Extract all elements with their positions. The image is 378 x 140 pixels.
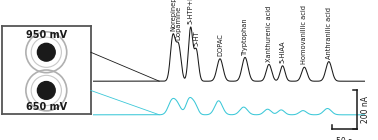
Text: 5-HT: 5-HT bbox=[193, 30, 199, 46]
Text: 200 nA: 200 nA bbox=[361, 96, 370, 123]
Text: 950 mV: 950 mV bbox=[26, 30, 67, 40]
Text: Anthranilic acid: Anthranilic acid bbox=[326, 7, 332, 59]
Text: Tryptophan: Tryptophan bbox=[242, 17, 248, 55]
Text: 50 s: 50 s bbox=[336, 137, 352, 140]
Text: Dopamine: Dopamine bbox=[176, 6, 181, 40]
Text: 650 mV: 650 mV bbox=[26, 102, 67, 112]
Text: DOPAC: DOPAC bbox=[217, 33, 223, 56]
Circle shape bbox=[37, 81, 55, 99]
Text: 5-HIAA: 5-HIAA bbox=[280, 40, 285, 63]
Text: Xanthurenic acid: Xanthurenic acid bbox=[266, 5, 272, 62]
Circle shape bbox=[37, 43, 55, 61]
Text: Homovanillic acid: Homovanillic acid bbox=[301, 5, 307, 64]
Text: Norepinephrine: Norepinephrine bbox=[170, 0, 176, 32]
Text: 5-HTP+Kynurenine: 5-HTP+Kynurenine bbox=[187, 0, 194, 24]
